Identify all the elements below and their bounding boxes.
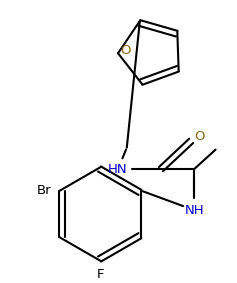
Text: NH: NH [184, 204, 204, 216]
Text: HN: HN [108, 163, 128, 176]
Text: O: O [195, 130, 205, 143]
Text: F: F [97, 268, 104, 281]
Text: O: O [121, 44, 131, 57]
Text: Br: Br [37, 184, 52, 197]
